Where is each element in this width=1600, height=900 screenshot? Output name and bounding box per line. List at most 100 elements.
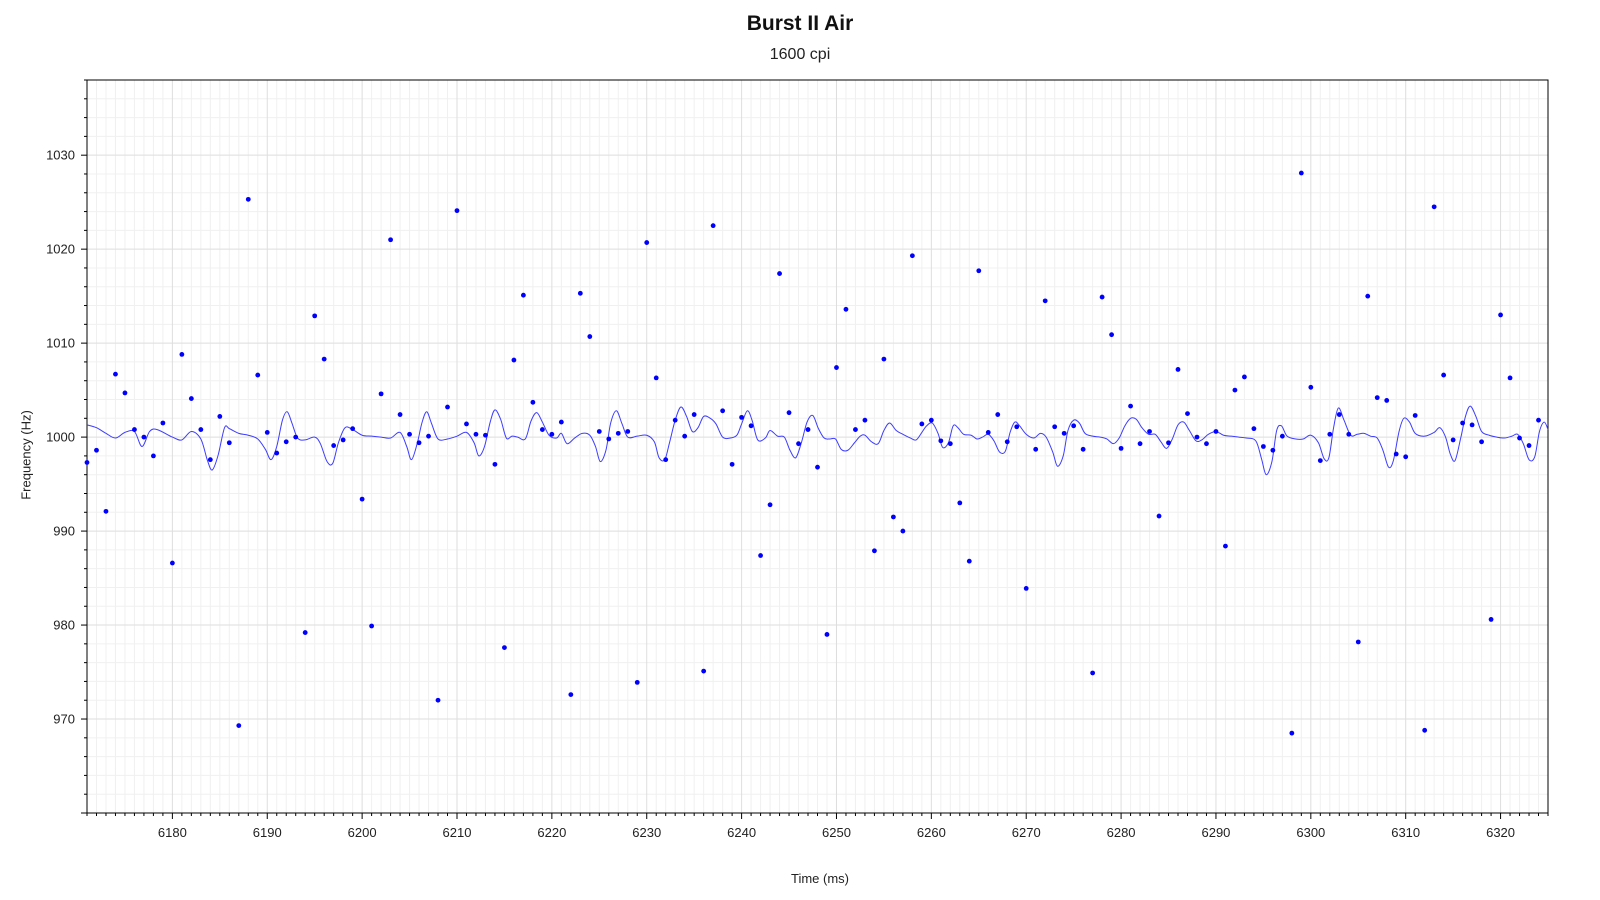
data-point: [1536, 417, 1541, 423]
data-point: [188, 396, 194, 401]
data-point: [653, 375, 659, 381]
data-point: [1175, 367, 1181, 372]
y-tick-label: 980: [53, 618, 75, 633]
data-point: [350, 426, 356, 432]
data-point: [369, 623, 375, 629]
data-point: [426, 433, 431, 439]
data-point: [264, 430, 270, 435]
data-point: [492, 461, 498, 467]
x-tick-label: 6300: [1296, 825, 1325, 840]
y-tick-label: 990: [53, 524, 75, 539]
data-point: [1185, 411, 1190, 417]
data-point: [976, 268, 982, 274]
data-point: [1061, 430, 1067, 436]
data-point: [483, 432, 488, 438]
data-point: [245, 196, 251, 202]
data-point: [872, 548, 877, 554]
data-point: [539, 427, 545, 432]
y-tick-label: 1030: [46, 148, 75, 163]
data-point: [1109, 332, 1114, 338]
y-tick-label: 1010: [46, 336, 75, 351]
data-point: [615, 430, 621, 436]
data-point: [748, 423, 754, 429]
data-point: [1004, 439, 1010, 445]
data-point: [207, 457, 213, 463]
data-point: [1488, 617, 1494, 622]
data-point: [663, 457, 669, 463]
y-tick-label: 1020: [46, 242, 75, 257]
data-point: [587, 334, 593, 339]
data-point: [1194, 434, 1200, 440]
data-point: [796, 441, 801, 447]
data-point: [1042, 298, 1048, 304]
data-point: [454, 208, 460, 214]
data-point: [577, 290, 583, 296]
data-point: [710, 223, 716, 229]
data-point: [1204, 441, 1209, 447]
data-point: [141, 434, 147, 440]
data-point: [881, 356, 887, 362]
data-point: [834, 365, 839, 370]
data-point: [217, 414, 223, 419]
data-point: [1260, 444, 1266, 449]
data-point: [1118, 445, 1124, 451]
data-point: [1336, 412, 1342, 417]
data-point: [1460, 420, 1466, 426]
data-point: [1279, 433, 1285, 439]
data-point: [824, 632, 830, 637]
data-point: [596, 429, 602, 434]
data-point: [1223, 543, 1228, 549]
data-point: [1431, 204, 1437, 210]
data-point: [1232, 387, 1238, 393]
x-tick-label: 6280: [1107, 825, 1136, 840]
data-point: [198, 427, 204, 432]
data-point: [853, 427, 858, 432]
data-point: [1213, 429, 1219, 434]
data-point: [1507, 375, 1513, 381]
data-point: [1080, 446, 1086, 452]
data-point: [1023, 586, 1029, 591]
y-tick-label: 970: [53, 712, 75, 727]
data-point: [909, 253, 915, 259]
data-point: [236, 723, 242, 729]
data-point: [122, 390, 128, 396]
data-point: [1071, 423, 1077, 429]
data-point: [720, 408, 726, 414]
data-point: [966, 558, 972, 564]
data-point: [416, 440, 422, 446]
data-point: [1374, 395, 1380, 401]
data-point: [473, 431, 479, 437]
data-point: [1479, 439, 1484, 445]
data-point: [1526, 443, 1532, 448]
data-point: [103, 508, 109, 514]
data-point: [1327, 431, 1333, 437]
data-point: [1099, 294, 1105, 300]
data-point: [255, 372, 261, 378]
data-point: [1270, 447, 1276, 453]
data-point: [1166, 440, 1171, 446]
data-point: [1090, 670, 1096, 676]
data-point: [1346, 431, 1352, 437]
data-point: [1317, 458, 1323, 463]
data-point: [1147, 429, 1152, 434]
data-point: [701, 668, 707, 674]
data-point: [815, 464, 820, 470]
data-point: [1128, 403, 1133, 409]
data-point: [805, 427, 811, 432]
data-point: [1450, 437, 1456, 443]
data-point: [530, 399, 536, 405]
data-point: [1355, 639, 1361, 645]
data-point: [1033, 446, 1039, 452]
data-point: [985, 430, 991, 435]
data-point: [151, 453, 156, 459]
data-point: [1498, 312, 1503, 318]
data-point: [1393, 451, 1399, 457]
data-point: [359, 496, 365, 502]
data-point: [445, 404, 450, 410]
data-point: [283, 439, 289, 445]
data-point: [758, 553, 763, 558]
data-point: [786, 410, 792, 416]
x-tick-label: 6310: [1391, 825, 1420, 840]
x-tick-label: 6220: [537, 825, 566, 840]
